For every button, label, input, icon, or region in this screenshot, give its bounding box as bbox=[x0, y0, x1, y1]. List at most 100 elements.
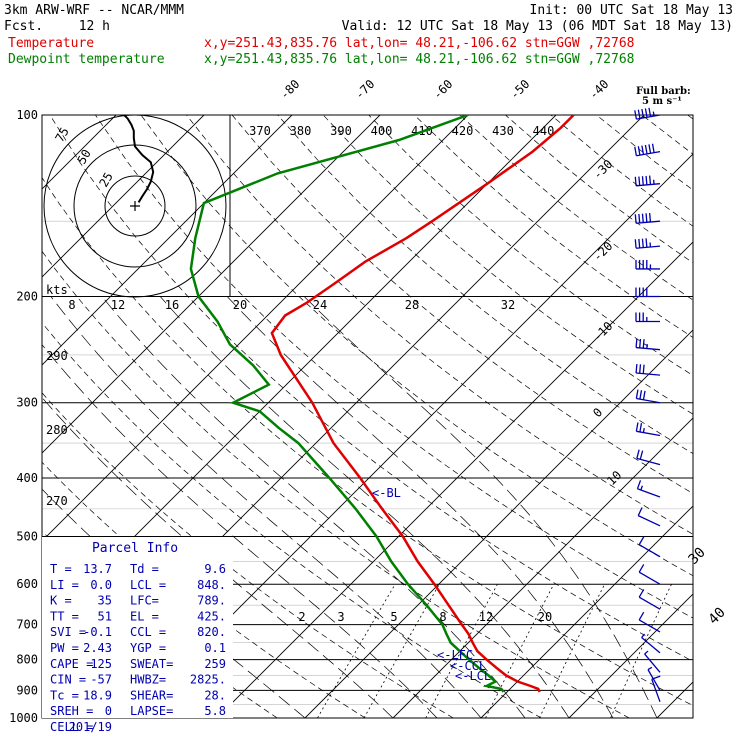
level-annotations: <-BL <-LFC<-CCL<-LCL bbox=[372, 486, 491, 683]
annotation-2: <-CCL bbox=[450, 659, 486, 673]
pressure-tick-300: 300 bbox=[16, 396, 38, 410]
isotherm--10 bbox=[304, 329, 693, 718]
parcel-info-cell: SHEAR= bbox=[130, 688, 173, 702]
hodo-ring-label-50: 50 bbox=[74, 147, 93, 167]
parcel-info-cell: CELL = bbox=[50, 720, 93, 734]
dry-adiabat-280 bbox=[42, 392, 454, 718]
dry-adiabat-450 bbox=[641, 115, 693, 155]
hodo-ring-2 bbox=[104, 175, 166, 237]
hodo-speed-tick-12: 12 bbox=[111, 298, 125, 312]
parcel-info-cell: LAPSE= bbox=[130, 704, 173, 718]
wind-barb-840 bbox=[644, 650, 661, 673]
mixing-ratio-line-5 bbox=[425, 584, 498, 718]
annotation-1: <-LFC bbox=[437, 648, 473, 662]
wind-barb-940 bbox=[651, 675, 661, 703]
dry-adiabat-330 bbox=[95, 115, 693, 619]
wind-barb-480 bbox=[637, 507, 661, 527]
legend-dewpoint: Dewpoint temperature bbox=[8, 52, 165, 67]
parcel-info-cell: -0.1 bbox=[83, 625, 112, 639]
parcel-info-cell: 201/19 bbox=[69, 720, 112, 734]
moist-adiabat-10 bbox=[50, 296, 482, 718]
parcel-info-cell: TT = bbox=[50, 609, 79, 623]
pressure-tick-600: 600 bbox=[16, 577, 38, 591]
hodo-speed-tick-28: 28 bbox=[405, 298, 419, 312]
isotherm-label-top-4: -40 bbox=[586, 77, 611, 102]
dry-adiabat-340 bbox=[140, 115, 693, 577]
dry-adiabat-350 bbox=[186, 115, 693, 535]
parcel-info-cell: 35 bbox=[98, 594, 112, 608]
wind-barb-300 bbox=[635, 389, 661, 404]
legend-temperature: Temperature bbox=[8, 36, 94, 51]
isotherm-label-right-3: 0 bbox=[590, 405, 605, 420]
moist-adiabat-5 bbox=[42, 344, 438, 718]
parcel-info-cell: EL = bbox=[130, 609, 159, 623]
parcel-info-cell: 259 bbox=[204, 657, 226, 671]
parcel-info-cell: 820. bbox=[197, 625, 226, 639]
wind-barb-430 bbox=[636, 480, 661, 498]
plot-frame bbox=[41, 114, 694, 719]
mixing-ratio-line-12 bbox=[539, 584, 605, 718]
isotherm-30 bbox=[656, 681, 693, 718]
wind-barb-115 bbox=[634, 143, 661, 157]
dewpoint-station-info: x,y=251.43,835.76 lat,lon= 48.21,-106.62… bbox=[204, 52, 634, 67]
moist-adiabat-20 bbox=[159, 296, 570, 718]
pressure-tick-400: 400 bbox=[16, 471, 38, 485]
parcel-info-cell: 51 bbox=[98, 609, 112, 623]
pressure-tick-900: 900 bbox=[16, 683, 38, 697]
hodo-speed-tick-32: 32 bbox=[501, 298, 515, 312]
hodo-trace bbox=[123, 114, 155, 203]
pressure-tick-500: 500 bbox=[16, 529, 38, 543]
wind-barb-340 bbox=[635, 422, 661, 437]
dry-adiabat-370 bbox=[277, 115, 693, 454]
parcel-info-cell: PW = bbox=[50, 641, 79, 655]
parcel-info-cell: 0.0 bbox=[90, 578, 112, 592]
hodo-center-mark bbox=[130, 201, 140, 211]
pressure-tick-800: 800 bbox=[16, 653, 38, 667]
isotherm-0 bbox=[392, 417, 693, 718]
wind-barb-220 bbox=[635, 312, 660, 323]
dry-adiabat-430 bbox=[550, 115, 693, 227]
isotherm-label-side-0: 30 bbox=[686, 545, 709, 568]
hodo-speed-tick-16: 16 bbox=[165, 298, 179, 312]
parcel-info-cell: -57 bbox=[90, 673, 112, 687]
isotherm--20 bbox=[216, 241, 693, 718]
parcel-info-cell: Tc = bbox=[50, 688, 79, 702]
dry-adiabat-label-280: 280 bbox=[46, 423, 68, 437]
hodo-ring-0 bbox=[43, 114, 227, 298]
parcel-info-cell: CAPE = bbox=[50, 657, 93, 671]
wind-barb-100 bbox=[634, 107, 661, 120]
isotherm--80 bbox=[42, 115, 293, 366]
hodo-unit-label: kts bbox=[46, 283, 68, 297]
sounding-profiles bbox=[189, 115, 575, 693]
isotherm--60 bbox=[42, 115, 469, 542]
parcel-info-cell: 2825. bbox=[190, 673, 226, 687]
dry-adiabat-420 bbox=[505, 115, 693, 264]
mixing-ratio-line-2 bbox=[317, 583, 396, 718]
isotherm-10 bbox=[480, 505, 693, 718]
mixing-ratio-label-3: 3 bbox=[337, 610, 344, 624]
wind-barb-245 bbox=[635, 338, 661, 351]
parcel-info-cell: LI = bbox=[50, 578, 79, 592]
dry-adiabat-label-270: 270 bbox=[46, 494, 68, 508]
parcel-info-cell: LFC= bbox=[130, 594, 159, 608]
wind-barb-780 bbox=[641, 633, 661, 654]
parcel-info-cell: SVI = bbox=[50, 625, 86, 639]
theta-label-370: 370 bbox=[249, 124, 271, 138]
parcel-info-cell: LCL = bbox=[130, 578, 166, 592]
wind-barb-900 bbox=[647, 666, 661, 691]
moist-adiabat-30 bbox=[303, 296, 658, 718]
dry-adiabat-230 bbox=[0, 115, 13, 718]
parcel-info-cell: 125 bbox=[90, 657, 112, 671]
valid-time: Valid: 12 UTC Sat 18 May 13 (06 MDT Sat … bbox=[342, 19, 733, 34]
wind-barb-380 bbox=[636, 449, 661, 466]
mixing-ratio-label-2: 2 bbox=[298, 610, 305, 624]
theta-label-430: 430 bbox=[492, 124, 514, 138]
pressure-tick-200: 200 bbox=[16, 290, 38, 304]
parcel-info-cell: 13.7 bbox=[83, 562, 112, 576]
mixing-ratio-label-5: 5 bbox=[390, 610, 397, 624]
barb-legend-title: Full barb: bbox=[636, 86, 691, 97]
wind-barb-200 bbox=[635, 287, 660, 298]
parcel-info-title: Parcel Info bbox=[92, 541, 178, 556]
isotherm-label-right-0: -30 bbox=[590, 157, 615, 182]
